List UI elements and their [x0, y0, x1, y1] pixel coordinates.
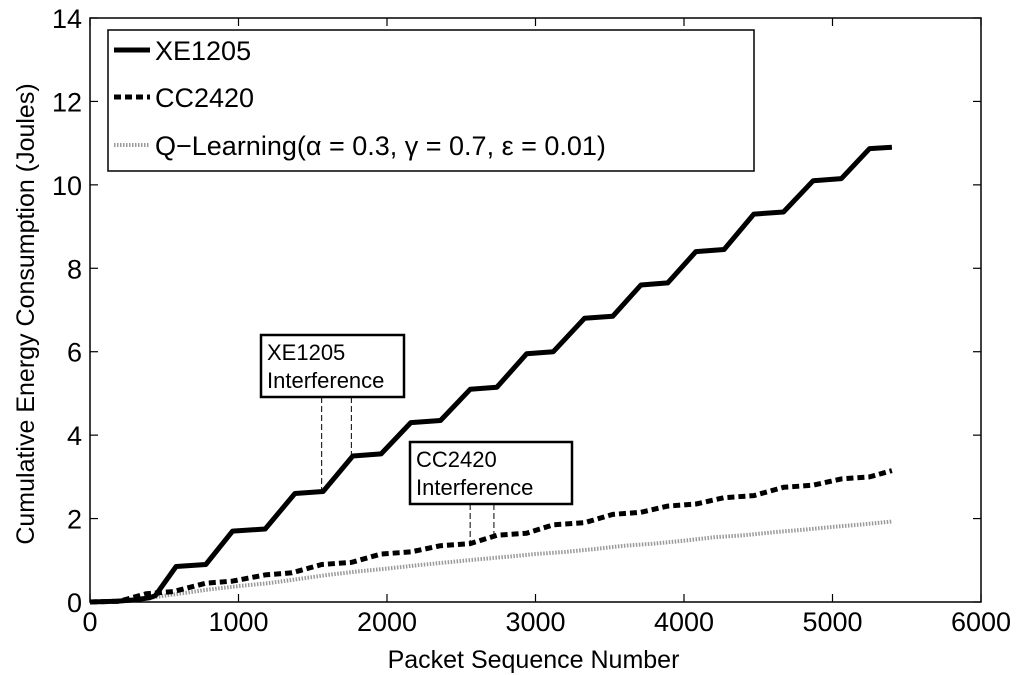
legend: XE1205 CC2420 Q−Learning(α = 0.3, γ = 0.7,…	[107, 29, 755, 172]
annotation-line2: Interference	[416, 475, 533, 500]
legend-label-0: XE1205	[155, 36, 251, 66]
x-tick-label: 1000	[208, 607, 268, 637]
x-tick-label: 2000	[357, 607, 417, 637]
series-line-0	[89, 144, 893, 605]
annotation-layer: XE1205 Interference CC2420 Interference	[259, 333, 574, 544]
legend-label-1: CC2420	[155, 83, 254, 113]
annotation-1: CC2420 Interference	[408, 440, 574, 544]
x-tick-label: 4000	[654, 607, 714, 637]
legend-label-2: Q−Learning(α = 0.3, γ = 0.7, ε = 0.01)	[155, 131, 606, 161]
annotation-box	[408, 440, 574, 506]
y-tick-label: 2	[67, 505, 82, 535]
y-tick-label: 6	[67, 338, 82, 368]
annotation-line1: CC2420	[416, 447, 497, 472]
y-tick-label: 10	[52, 171, 82, 201]
x-axis-label: Packet Sequence Number	[388, 646, 680, 674]
y-tick-label: 0	[67, 588, 82, 618]
x-tick-label: 6000	[951, 607, 1011, 637]
series-layer	[89, 144, 893, 605]
x-tick-label: 0	[82, 607, 97, 637]
y-tick-label: 4	[67, 421, 82, 451]
annotation-0: XE1205 Interference	[259, 333, 406, 492]
annotation-box	[259, 333, 406, 399]
x-tick-label: 3000	[505, 607, 565, 637]
y-tick-label: 14	[52, 4, 82, 34]
x-tick-label: 5000	[802, 607, 862, 637]
y-axis-label: Cumulative Energy Consumption (Joules)	[12, 83, 40, 544]
ticks-layer: 0 1000 2000 3000 4000 5000 6000 0 2 4 6 8 10 12 14	[52, 4, 1011, 637]
legend-box	[107, 29, 755, 172]
annotation-line2: Interference	[267, 368, 384, 393]
y-tick-label: 8	[67, 254, 82, 284]
y-tick-label: 12	[52, 87, 82, 117]
annotation-line1: XE1205	[267, 340, 345, 365]
series-line-1	[89, 468, 893, 605]
